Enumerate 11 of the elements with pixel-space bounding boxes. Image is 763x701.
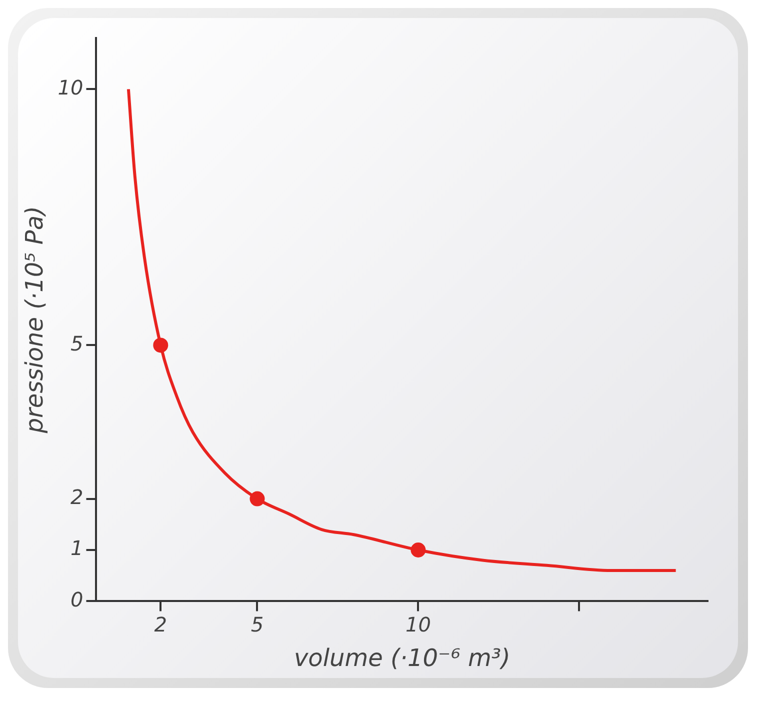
y-tick-label: 1: [70, 536, 84, 560]
x-axis-title: volume (·10⁻⁶ m³): [294, 644, 510, 672]
y-tick-label: 10: [58, 75, 84, 100]
y-tick-label: 2: [70, 485, 84, 510]
x-tick-label: 5: [250, 612, 264, 636]
line-series: [126, 88, 678, 572]
y-tick-label: 0: [70, 587, 84, 612]
x-tick-label: 10: [405, 612, 431, 636]
x-tick-label: 2: [154, 612, 168, 636]
y-tick-label: 5: [70, 331, 84, 356]
y-axis-title: pressione (·10⁵ Pa): [20, 206, 49, 434]
